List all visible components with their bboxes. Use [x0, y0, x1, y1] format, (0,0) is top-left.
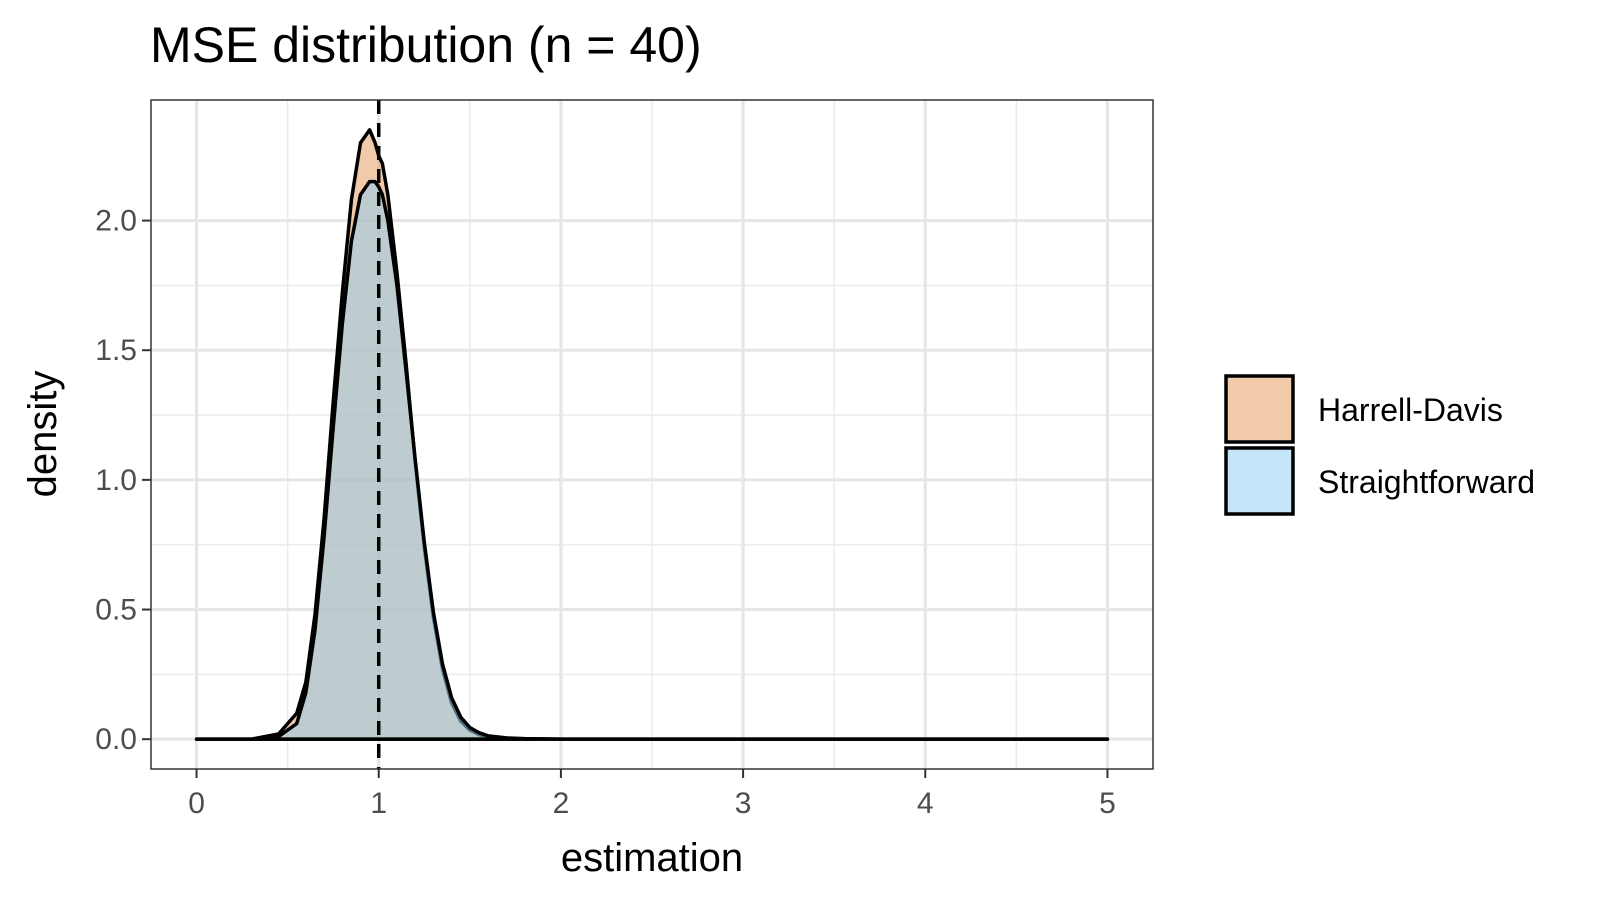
y-tick-label: 1.0: [95, 464, 137, 497]
legend: Harrell-Davis Straightforward: [1224, 374, 1535, 516]
y-tick-label: 0.5: [95, 594, 137, 627]
x-tick-label: 5: [1099, 787, 1116, 820]
x-tick-label: 3: [735, 787, 752, 820]
chart-title: MSE distribution (n = 40): [150, 17, 702, 73]
x-tick-label: 0: [188, 787, 205, 820]
axis-layer: 0 1 2 3 4 5 0.0 0.5 1.0 1.5 2.0: [95, 205, 1116, 820]
y-tick-label: 2.0: [95, 205, 137, 238]
y-tick-label: 0.0: [95, 723, 137, 756]
legend-label-1: Straightforward: [1318, 464, 1535, 500]
x-axis-title: estimation: [561, 836, 743, 880]
x-tick-label: 2: [553, 787, 570, 820]
y-tick-label: 1.5: [95, 334, 137, 367]
x-tick-label: 4: [917, 787, 934, 820]
density-area-1: [194, 179, 1110, 741]
legend-label-0: Harrell-Davis: [1318, 392, 1503, 428]
y-axis-title: density: [21, 371, 65, 498]
plot-panel-border: [150, 99, 1154, 770]
series-layer: [194, 128, 1110, 741]
legend-key-1: [1224, 446, 1295, 516]
legend-key-0: [1224, 374, 1295, 444]
x-tick-label: 1: [370, 787, 387, 820]
